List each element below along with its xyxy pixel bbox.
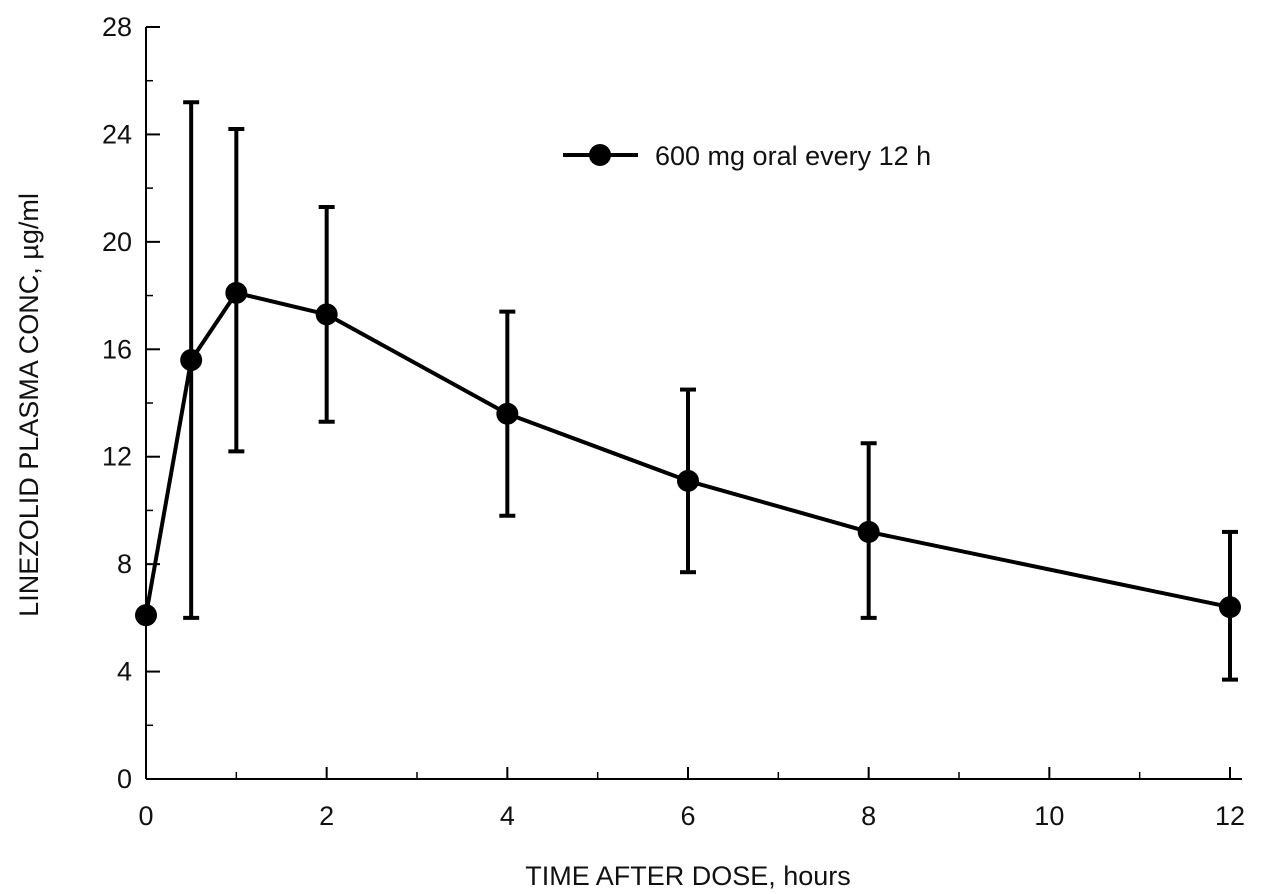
legend-label: 600 mg oral every 12 h <box>655 141 931 171</box>
x-tick-label: 0 <box>138 801 153 831</box>
error-bars <box>183 100 1238 682</box>
y-tick-label: 24 <box>102 119 132 149</box>
y-tick-label: 0 <box>117 764 132 794</box>
y-tick-label: 28 <box>102 12 132 42</box>
x-tick-label: 4 <box>500 801 515 831</box>
x-tick-label: 2 <box>319 801 334 831</box>
x-tick-label: 6 <box>680 801 695 831</box>
data-point <box>677 469 699 492</box>
x-tick-label: 8 <box>861 801 876 831</box>
data-point <box>225 281 248 304</box>
x-tick-label: 10 <box>1034 801 1064 831</box>
x-tick-label: 12 <box>1215 801 1245 831</box>
data-point <box>857 520 880 543</box>
series-lines <box>144 290 1231 616</box>
y-tick-label: 16 <box>102 334 132 364</box>
legend-marker-swatch <box>589 144 611 166</box>
x-axis-title: TIME AFTER DOSE, hours <box>525 861 851 891</box>
y-tick-label: 12 <box>102 442 132 472</box>
y-tick-label: 4 <box>117 657 132 687</box>
legend: 600 mg oral every 12 h <box>563 141 931 171</box>
series-line <box>144 290 1231 616</box>
y-axis-title: LINEZOLID PLASMA CONC, µg/ml <box>14 193 44 617</box>
data-point <box>496 402 519 425</box>
y-tick-label: 20 <box>102 227 132 257</box>
data-point <box>1219 596 1241 619</box>
data-markers <box>135 281 1241 627</box>
data-point <box>180 349 203 372</box>
data-point <box>315 303 338 326</box>
y-tick-label: 8 <box>117 549 132 579</box>
axes <box>145 27 1242 780</box>
data-point <box>135 604 157 627</box>
